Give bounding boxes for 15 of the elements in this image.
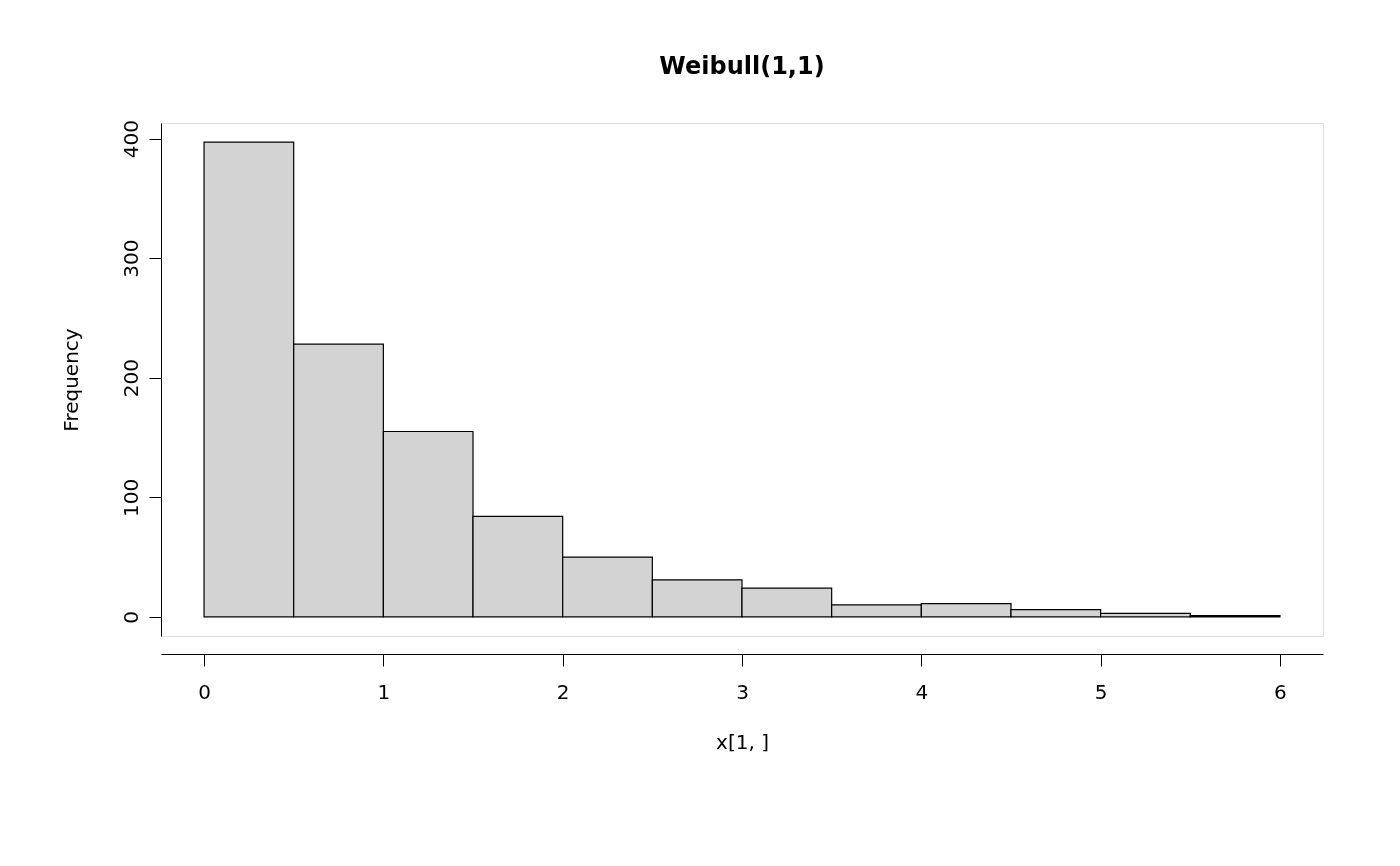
- y-tick-label: 400: [118, 119, 143, 159]
- x-tick-label: 5: [1094, 679, 1108, 704]
- y-tick-label: 0: [118, 611, 143, 624]
- chart-title: Weibull(1,1): [659, 52, 825, 81]
- x-tick-label: 0: [198, 679, 211, 704]
- x-tick-label: 4: [915, 679, 929, 704]
- x-tick-label: 6: [1274, 679, 1287, 704]
- y-tick-label: 100: [118, 478, 143, 517]
- x-tick-label: 2: [556, 679, 570, 704]
- x-tick-label: 1: [377, 679, 391, 704]
- x-axis-title: x[1, ]: [716, 729, 769, 754]
- x-tick-label: 3: [736, 679, 749, 704]
- y-tick-label: 300: [118, 239, 143, 278]
- y-tick-label: 200: [118, 359, 143, 398]
- y-axis-title: Frequency: [58, 328, 83, 432]
